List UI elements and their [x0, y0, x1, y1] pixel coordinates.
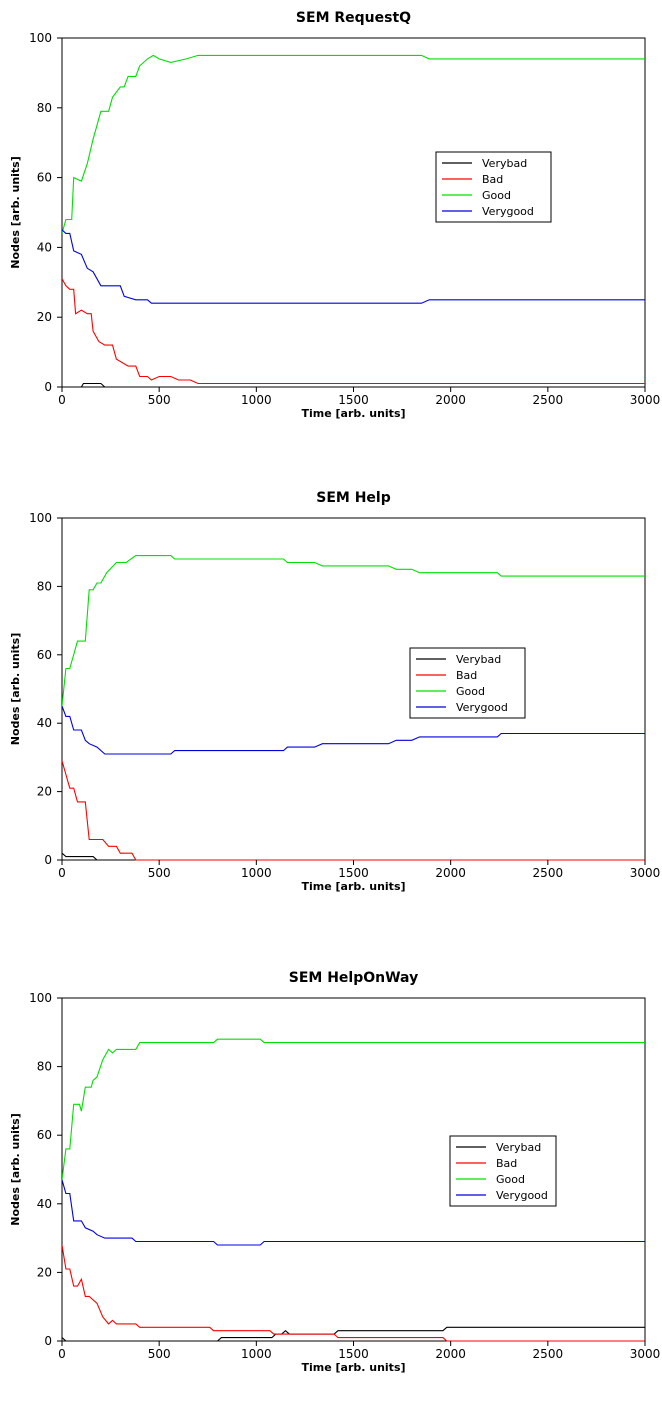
legend-label-good: Good	[496, 1173, 525, 1186]
y-tick-label: 20	[37, 1265, 52, 1279]
series-line-bad	[62, 760, 645, 861]
chart-sem-help: SEM Help 0 500 1000 1500 2000 2500 3000 0 20 40 60 8…	[0, 472, 662, 944]
series-line-good	[62, 555, 645, 707]
legend-label-verygood: Verygood	[456, 701, 508, 714]
x-tick-label: 1500	[338, 1347, 369, 1361]
y-tick-label: 0	[44, 380, 52, 394]
x-tick-label: 1500	[338, 866, 369, 880]
y-tick-label: 80	[37, 579, 52, 593]
x-tick-label: 0	[58, 1347, 66, 1361]
x-tick-label: 3000	[630, 866, 661, 880]
legend-label-bad: Bad	[482, 173, 503, 186]
y-tick-label: 100	[29, 991, 52, 1005]
legend-label-verybad: Verybad	[482, 157, 527, 170]
legend-label-good: Good	[482, 189, 511, 202]
series-line-good	[62, 1038, 645, 1180]
plot-frame	[61, 997, 646, 1342]
y-axis-label: Nodes [arb. units]	[9, 633, 22, 746]
series-line-good	[62, 54, 645, 234]
x-tick-label: 500	[148, 393, 171, 407]
y-axis-label: Nodes [arb. units]	[9, 156, 22, 269]
y-tick-label: 0	[44, 1334, 52, 1348]
chart-svg: SEM Help 0 500 1000 1500 2000 2500 3000 0 20 40 60 8…	[9, 490, 661, 893]
series-group	[62, 54, 645, 388]
x-tick-label: 3000	[630, 1347, 661, 1361]
y-tick-label: 60	[37, 1128, 52, 1142]
legend: Verybad Bad Good Verygood	[449, 1135, 557, 1207]
y-tick-label: 40	[37, 1197, 52, 1211]
legend-label-verybad: Verybad	[456, 653, 501, 666]
y-tick-label: 60	[37, 648, 52, 662]
series-group	[62, 1038, 645, 1342]
x-tick-label: 500	[148, 866, 171, 880]
y-axis-label: Nodes [arb. units]	[9, 1113, 22, 1226]
x-tick-label: 2000	[435, 393, 466, 407]
y-tick-label: 0	[44, 853, 52, 867]
chart-title: SEM HelpOnWay	[289, 970, 418, 986]
legend-label-good: Good	[456, 685, 485, 698]
series-line-bad	[62, 278, 645, 385]
x-tick-label: 1500	[338, 393, 369, 407]
x-tick-label: 2000	[435, 866, 466, 880]
legend-label-verygood: Verygood	[496, 1189, 548, 1202]
y-tick-label: 40	[37, 716, 52, 730]
x-tick-label: 3000	[630, 393, 661, 407]
legend: Verybad Bad Good Verygood	[409, 647, 526, 719]
x-tick-label: 1000	[241, 393, 272, 407]
legend-box	[409, 647, 526, 719]
series-line-verybad	[62, 382, 645, 388]
legend-box	[435, 151, 552, 223]
x-tick-label: 1000	[241, 1347, 272, 1361]
chart-svg: SEM HelpOnWay 0 500 1000 1500 2000 2500 3000 0 20…	[9, 970, 661, 1374]
legend-label-bad: Bad	[496, 1157, 517, 1170]
chart-svg: SEM RequestQ 0 500 1000 1500 2000 2500 3000 0 20 4…	[9, 10, 661, 420]
y-tick-label: 100	[29, 31, 52, 45]
chart-sem-requestq: SEM RequestQ 0 500 1000 1500 2000 2500 3000 0 20 4…	[0, 0, 662, 440]
y-tick-label: 80	[37, 1060, 52, 1074]
x-tick-label: 2500	[533, 393, 564, 407]
x-tick-label: 2500	[533, 866, 564, 880]
x-tick-label: 2500	[533, 1347, 564, 1361]
chart-sem-helponway: SEM HelpOnWay 0 500 1000 1500 2000 2500 3000 0 20…	[0, 944, 662, 1416]
legend-label-verybad: Verybad	[496, 1141, 541, 1154]
series-line-verygood	[62, 705, 645, 755]
y-tick-label: 40	[37, 240, 52, 254]
y-tick-label: 20	[37, 310, 52, 324]
y-tick-label: 20	[37, 785, 52, 799]
legend-label-verygood: Verygood	[482, 205, 534, 218]
plot-frame	[61, 37, 646, 388]
x-tick-label: 0	[58, 866, 66, 880]
series-line-verygood	[62, 229, 645, 304]
y-tick-label: 100	[29, 511, 52, 525]
x-axis-label: Time [arb. units]	[301, 407, 405, 420]
x-tick-label: 500	[148, 1347, 171, 1361]
series-line-verybad	[62, 1326, 645, 1342]
x-axis-label: Time [arb. units]	[301, 880, 405, 893]
x-tick-label: 2000	[435, 1347, 466, 1361]
series-line-verygood	[62, 1179, 645, 1246]
chart-title: SEM Help	[316, 490, 390, 506]
series-line-verybad	[62, 852, 645, 861]
y-tick-label: 80	[37, 101, 52, 115]
legend: Verybad Bad Good Verygood	[435, 151, 552, 223]
series-group	[62, 555, 645, 861]
series-line-bad	[62, 1244, 645, 1342]
legend-box	[449, 1135, 557, 1207]
y-tick-label: 60	[37, 171, 52, 185]
chart-title: SEM RequestQ	[296, 10, 411, 26]
x-axis-label: Time [arb. units]	[301, 1361, 405, 1374]
x-tick-label: 1000	[241, 866, 272, 880]
plot-frame	[61, 517, 646, 861]
legend-label-bad: Bad	[456, 669, 477, 682]
x-tick-label: 0	[58, 393, 66, 407]
